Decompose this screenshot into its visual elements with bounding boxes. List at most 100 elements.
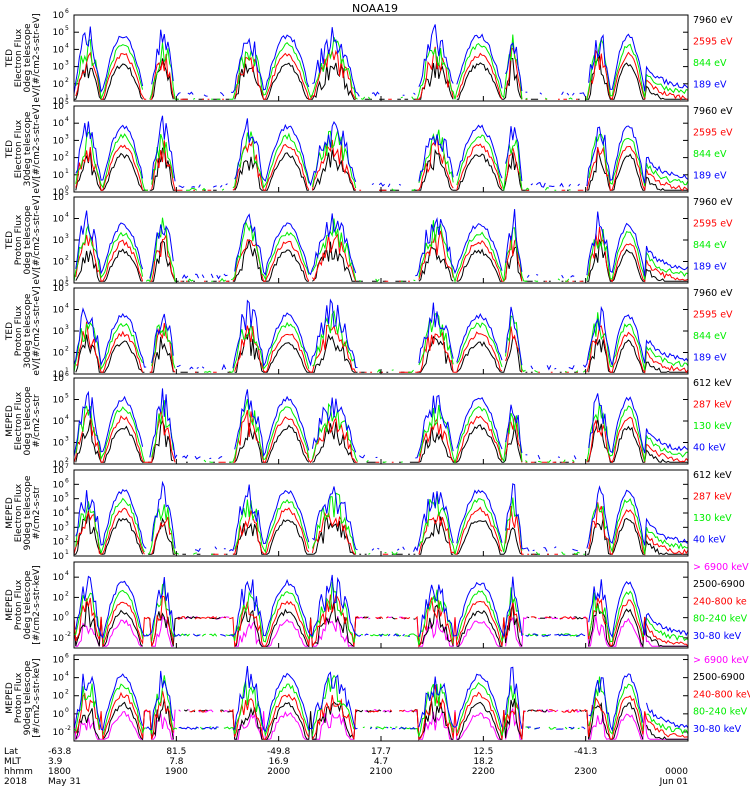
y-tick-label: 10 [53, 495, 65, 505]
y-tick-exponent: 4 [65, 116, 69, 123]
legend-entry: 240-800 keV [693, 689, 750, 700]
ylabel-line: 0deg telescope [23, 23, 33, 93]
legend-entry: 40 keV [693, 443, 726, 454]
ylabel-line: MEPED [5, 405, 15, 437]
y-tick-label: 10 [53, 674, 65, 684]
legend-entry: 287 keV [693, 400, 732, 411]
ylabel-line: MEPED [5, 589, 15, 621]
ylabel-line: TED [5, 322, 15, 341]
y-tick-exponent: 0 [65, 707, 69, 714]
y-tick-exponent: 5 [65, 99, 69, 106]
series-3-trace [73, 593, 689, 648]
legend-entry: 2500-6900 [693, 579, 745, 590]
legend-entry: 2595 eV [693, 310, 733, 321]
x-label-date: May 31 [48, 777, 81, 787]
ylabel-line: [#/cm2-s-str-keV] [32, 565, 42, 644]
ylabel-line: 0deg telescope [23, 205, 33, 275]
y-tick-exponent: 3 [65, 324, 69, 331]
legend-entry: 7960 eV [693, 15, 733, 26]
panel-3-ylabel: TEDProton Flux0deg telescopeeV/[#/cm2-s-… [5, 195, 42, 284]
legend-entry: 7960 eV [693, 288, 733, 299]
x-label-mlt: 16.9 [269, 757, 289, 767]
y-tick-exponent: 1 [65, 94, 69, 101]
y-tick-label: 10 [53, 327, 65, 337]
panels: TEDElectron Flux0deg telescopeeV/[#/cm2-… [5, 8, 750, 742]
y-tick-label: 10 [53, 614, 65, 624]
y-tick-exponent: 2 [65, 590, 69, 597]
y-tick-exponent: -2 [65, 725, 71, 732]
ylabel-line: #/cm2-s-str [32, 486, 42, 539]
y-tick-exponent: 6 [65, 8, 69, 15]
panel-5: MEPEDElectron Flux0deg telescope#/cm2-s-… [5, 371, 732, 470]
y-tick-exponent: 2 [65, 535, 69, 542]
ylabel-line: [#/cm2-s-str-keV] [32, 658, 42, 737]
y-tick-label: 10 [53, 258, 65, 268]
y-tick-exponent: 2 [65, 77, 69, 84]
y-tick-exponent: 1 [65, 367, 69, 374]
legend-entry: 844 eV [693, 149, 727, 160]
series-2-trace [73, 409, 689, 464]
y-tick-exponent: 2 [65, 457, 69, 464]
legend-entry: 2500-6900 [693, 672, 745, 683]
y-tick-exponent: 2 [65, 151, 69, 158]
y-tick-exponent: 1 [65, 549, 69, 556]
ylabel-line: eV/[#/cm2-s-str-eV] [32, 286, 42, 375]
row-label-lat: Lat [4, 747, 19, 757]
ylabel-line: MEPED [5, 682, 15, 714]
y-tick-exponent: 5 [65, 281, 69, 288]
x-label-hhmm: 2200 [472, 767, 495, 777]
x-label-hhmm: 2300 [574, 767, 597, 777]
y-tick-exponent: 0 [65, 611, 69, 618]
x-label-lat: 12.5 [473, 747, 493, 757]
legend-entry: 2595 eV [693, 37, 733, 48]
series-4-trace [73, 298, 689, 371]
y-tick-exponent: 0 [65, 185, 69, 192]
y-tick-label: 10 [53, 28, 65, 38]
x-label-lat: -63.8 [48, 747, 72, 757]
ylabel-line: Electron Flux [14, 119, 24, 178]
ylabel-line: eV/[#/cm2-s-str-eV] [32, 104, 42, 193]
y-tick-exponent: 5 [65, 393, 69, 400]
legend-entry: 7960 eV [693, 197, 733, 208]
y-tick-exponent: 1 [65, 276, 69, 283]
y-tick-label: 10 [53, 215, 65, 225]
legend-entry: 80-240 keV [693, 707, 748, 718]
y-tick-label: 10 [53, 374, 65, 384]
y-tick-label: 10 [53, 279, 65, 289]
y-tick-label: 10 [53, 284, 65, 294]
y-tick-label: 10 [53, 102, 65, 112]
y-tick-label: 10 [53, 349, 65, 359]
y-tick-label: 10 [53, 236, 65, 246]
panel-8-ylabel: MEPEDProton Flux90deg telescope[#/cm2-s-… [5, 658, 42, 737]
ylabel-line: eV/[#/cm2-s-str-eV] [32, 13, 42, 102]
series-2-trace [75, 226, 689, 283]
y-tick-exponent: 4 [65, 42, 69, 49]
y-tick-exponent: 3 [65, 60, 69, 67]
y-tick-exponent: 4 [65, 212, 69, 219]
ylabel-line: Proton Flux [14, 214, 24, 265]
legend-entry: 844 eV [693, 58, 727, 69]
x-label-mlt: 4.7 [374, 757, 388, 767]
panel-7-ylabel: MEPEDProton Flux0deg telescope[#/cm2-s-s… [5, 565, 42, 644]
x-label-hhmm: 1800 [48, 767, 71, 777]
x-label-mlt: 3.9 [48, 757, 63, 767]
ylabel-line: 90deg telescope [23, 475, 33, 550]
y-tick-exponent: 4 [65, 570, 69, 577]
series-5-trace [73, 665, 689, 733]
y-tick-label: 10 [53, 370, 65, 380]
y-tick-label: 10 [53, 63, 65, 73]
panel-6: MEPEDElectron Flux90deg telescope#/cm2-s… [5, 463, 732, 562]
y-tick-exponent: 5 [65, 492, 69, 499]
panel-frame [73, 469, 689, 557]
y-tick-label: 10 [53, 11, 65, 21]
series-4-trace [75, 115, 689, 189]
series-1-trace [73, 707, 688, 741]
series-1-trace [73, 615, 688, 648]
panel-frame [73, 105, 689, 193]
series-4-trace [75, 209, 689, 280]
y-tick-label: 10 [53, 396, 65, 406]
ylabel-line: #/cm2-s-str [32, 394, 42, 447]
y-tick-label: 10 [53, 692, 65, 702]
y-tick-exponent: 2 [65, 255, 69, 262]
